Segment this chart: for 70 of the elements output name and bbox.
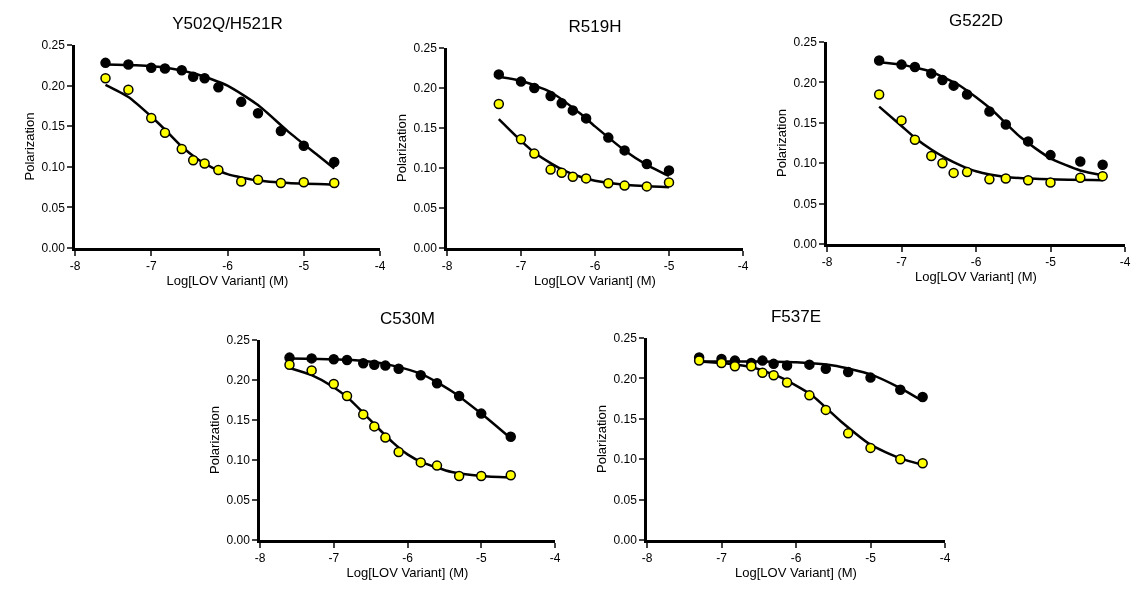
y-tick-label: 0.00 [613, 533, 638, 548]
y-tick-label: 0.25 [226, 333, 251, 348]
y-tick-label: 0.15 [413, 121, 438, 136]
y-tick-label: 0.20 [793, 75, 818, 90]
x-tick-label: -4 [1119, 255, 1131, 270]
x-tick-label: -7 [716, 551, 728, 566]
y-tick-label: 0.20 [41, 78, 66, 93]
x-tick-label: -4 [374, 259, 386, 274]
y-tick-label: 0.20 [613, 371, 638, 386]
y-tick-label: 0.15 [613, 412, 638, 426]
x-tick-label: -5 [663, 259, 675, 274]
y-tick-label: 0.05 [413, 201, 438, 216]
y-tick-label: 0.05 [613, 492, 638, 507]
x-tick-label: -8 [441, 259, 453, 274]
x-tick-label: -5 [298, 259, 310, 274]
chart-title: G522D [949, 10, 1003, 30]
x-tick-label: -4 [939, 551, 951, 566]
x-tick-label: -6 [790, 551, 802, 566]
chart-title: Y502Q/H521R [172, 13, 283, 33]
y-tick-label: 0.15 [793, 116, 818, 130]
x-tick-label: -5 [1045, 255, 1057, 270]
y-tick-label: 0.10 [613, 452, 638, 467]
chart-title: F537E [770, 306, 822, 326]
y-tick-label: 0.10 [793, 156, 818, 171]
y-tick-label: 0.25 [413, 41, 438, 56]
y-axis-title: Polarization [394, 114, 410, 182]
x-axis-title: Log[LOV Variant] (M) [735, 565, 857, 581]
y-tick-label: 0.15 [226, 413, 251, 428]
x-axis-title: Log[LOV Variant] (M) [166, 273, 289, 289]
y-tick-label: 0.00 [226, 533, 251, 548]
y-tick-label: 0.05 [226, 493, 251, 508]
y-axis-title: Polarization [594, 405, 610, 473]
x-tick-label: -7 [515, 259, 527, 274]
chart-title: R519H [568, 16, 622, 36]
y-tick-label: 0.25 [793, 35, 818, 50]
x-tick-label: -8 [69, 259, 81, 274]
x-tick-label: -6 [589, 259, 601, 274]
x-tick-label: -6 [970, 255, 982, 270]
x-tick-label: -4 [737, 259, 749, 274]
x-axis-title: Log[LOV Variant] (M) [346, 565, 469, 581]
x-axis-title: Log[LOV Variant] (M) [534, 273, 656, 289]
x-tick-label: -5 [475, 551, 487, 566]
y-tick-label: 0.05 [793, 196, 818, 211]
y-tick-label: 0.25 [613, 331, 638, 346]
x-tick-label: -7 [896, 255, 908, 270]
y-tick-label: 0.05 [41, 200, 66, 215]
y-axis-title: Polarization [774, 109, 790, 177]
y-tick-label: 0.00 [41, 241, 66, 256]
x-tick-label: -8 [821, 255, 833, 270]
x-tick-label: -4 [549, 551, 561, 566]
x-tick-label: -8 [641, 551, 653, 566]
y-axis-title: Polarization [22, 112, 38, 181]
x-tick-label: -6 [222, 259, 234, 274]
x-tick-label: -8 [254, 551, 266, 566]
chart-title: C530M [380, 308, 435, 328]
x-tick-label: -7 [328, 551, 340, 566]
y-tick-label: 0.10 [413, 161, 438, 176]
x-tick-label: -6 [402, 551, 414, 566]
y-tick-label: 0.00 [413, 241, 438, 256]
y-tick-label: 0.15 [41, 119, 66, 134]
y-tick-label: 0.10 [41, 160, 66, 174]
x-axis-title: Log[LOV Variant] (M) [915, 269, 1037, 285]
y-tick-label: 0.20 [226, 373, 251, 388]
y-tick-label: 0.10 [226, 453, 251, 468]
x-tick-label: -7 [145, 259, 157, 274]
x-tick-label: -5 [865, 551, 877, 566]
y-tick-label: 0.00 [793, 237, 818, 252]
y-tick-label: 0.25 [41, 38, 66, 53]
y-axis-title: Polarization [207, 406, 223, 474]
y-tick-label: 0.20 [413, 81, 438, 96]
